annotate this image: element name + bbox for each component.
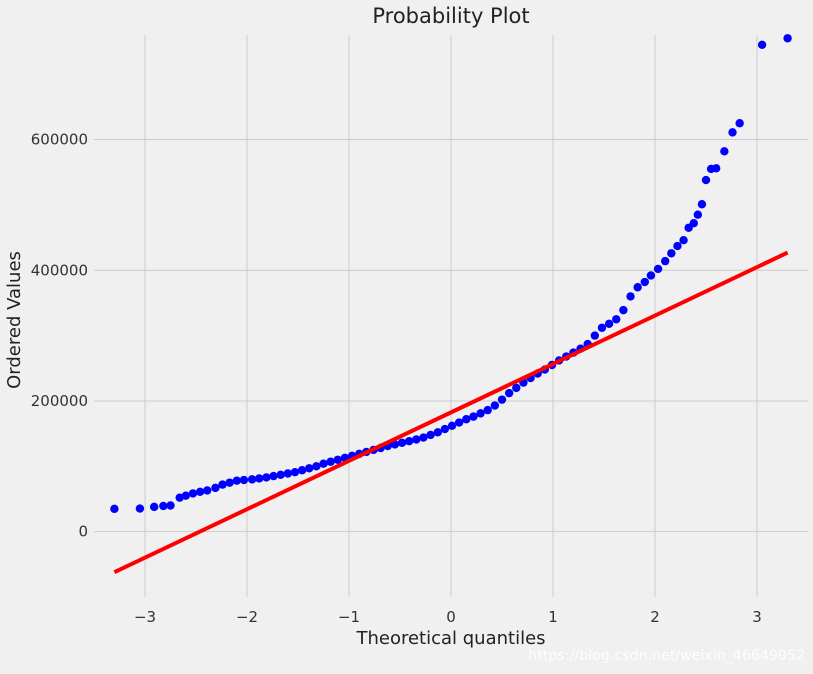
- data-point: [159, 501, 168, 511]
- y-tick-label: 200000: [31, 392, 88, 410]
- data-point: [497, 395, 507, 404]
- data-point: [661, 256, 670, 266]
- data-point: [783, 34, 792, 43]
- data-point: [188, 489, 198, 498]
- data-point: [218, 480, 227, 489]
- x-axis-label: Theoretical quantiles: [355, 628, 545, 649]
- data-point: [612, 315, 621, 324]
- y-axis-label: Ordered Values: [4, 251, 25, 389]
- data-point: [397, 438, 407, 447]
- data-point: [283, 469, 292, 478]
- data-point: [483, 405, 492, 415]
- data-point: [697, 200, 707, 209]
- data-point: [693, 210, 703, 219]
- watermark-text: https://blog.csdn.net/weixin_46649052: [528, 648, 805, 664]
- fit-line-layer: [113, 250, 789, 574]
- data-point: [626, 292, 635, 301]
- x-tick-label: 0: [446, 608, 456, 626]
- grid-lines: [94, 35, 808, 597]
- x-tick-label: −3: [134, 608, 156, 626]
- data-point: [701, 175, 711, 185]
- data-point: [419, 433, 428, 442]
- data-point: [312, 462, 321, 471]
- data-point: [239, 475, 249, 485]
- x-tick-label: 2: [650, 608, 660, 626]
- data-point: [757, 40, 767, 50]
- data-point: [667, 249, 676, 258]
- data-point: [504, 388, 514, 398]
- data-point: [469, 412, 478, 421]
- data-point: [447, 421, 457, 430]
- y-tick-label: 600000: [31, 131, 88, 149]
- data-point: [290, 467, 300, 477]
- data-point: [462, 415, 471, 424]
- data-point: [679, 235, 688, 245]
- data-point: [689, 219, 698, 228]
- data-point: [390, 440, 400, 449]
- data-point: [181, 491, 190, 500]
- data-point: [247, 475, 257, 484]
- data-point: [326, 457, 335, 466]
- data-point: [333, 455, 342, 464]
- data-point: [597, 323, 607, 332]
- data-point: [728, 128, 737, 137]
- data-point: [225, 478, 234, 487]
- fit-line: [113, 250, 789, 574]
- data-point: [232, 476, 241, 485]
- data-point: [512, 383, 521, 393]
- y-axis-ticks: 0 200000 400000 600000: [31, 131, 88, 541]
- data-point: [476, 409, 485, 418]
- data-point: [673, 241, 682, 251]
- data-point: [305, 464, 314, 473]
- data-point: [712, 164, 721, 173]
- data-point: [203, 486, 212, 495]
- data-point: [255, 474, 264, 483]
- data-point: [166, 501, 175, 510]
- x-tick-label: −1: [338, 608, 360, 626]
- data-point: [590, 331, 600, 340]
- data-point: [633, 283, 642, 292]
- x-axis-ticks: −3 −2 −1 0 1 2 3: [134, 608, 762, 626]
- data-point: [640, 277, 649, 287]
- data-point: [440, 424, 450, 434]
- data-point: [735, 119, 744, 128]
- x-tick-label: −2: [236, 608, 258, 626]
- x-tick-label: 1: [548, 608, 558, 626]
- x-tick-label: 3: [752, 608, 762, 626]
- data-point: [604, 319, 614, 329]
- data-point: [135, 504, 145, 513]
- data-point: [297, 466, 307, 475]
- data-point: [412, 435, 421, 444]
- data-point: [195, 487, 205, 496]
- data-point: [646, 271, 656, 280]
- data-point: [426, 430, 435, 440]
- data-point: [490, 401, 500, 410]
- data-point: [276, 470, 285, 479]
- data-points: [110, 34, 792, 514]
- data-point: [619, 305, 628, 315]
- y-tick-label: 400000: [31, 261, 88, 279]
- data-point: [653, 264, 663, 274]
- data-point: [110, 504, 119, 514]
- data-point: [269, 471, 278, 481]
- data-point: [404, 436, 414, 446]
- data-point: [149, 502, 159, 512]
- chart-title: Probability Plot: [372, 4, 529, 28]
- data-point: [319, 459, 328, 468]
- data-point: [720, 147, 729, 156]
- data-point: [454, 418, 464, 427]
- y-tick-label: 0: [78, 523, 88, 541]
- data-point: [433, 428, 442, 437]
- data-point: [211, 483, 220, 493]
- data-point: [262, 473, 271, 482]
